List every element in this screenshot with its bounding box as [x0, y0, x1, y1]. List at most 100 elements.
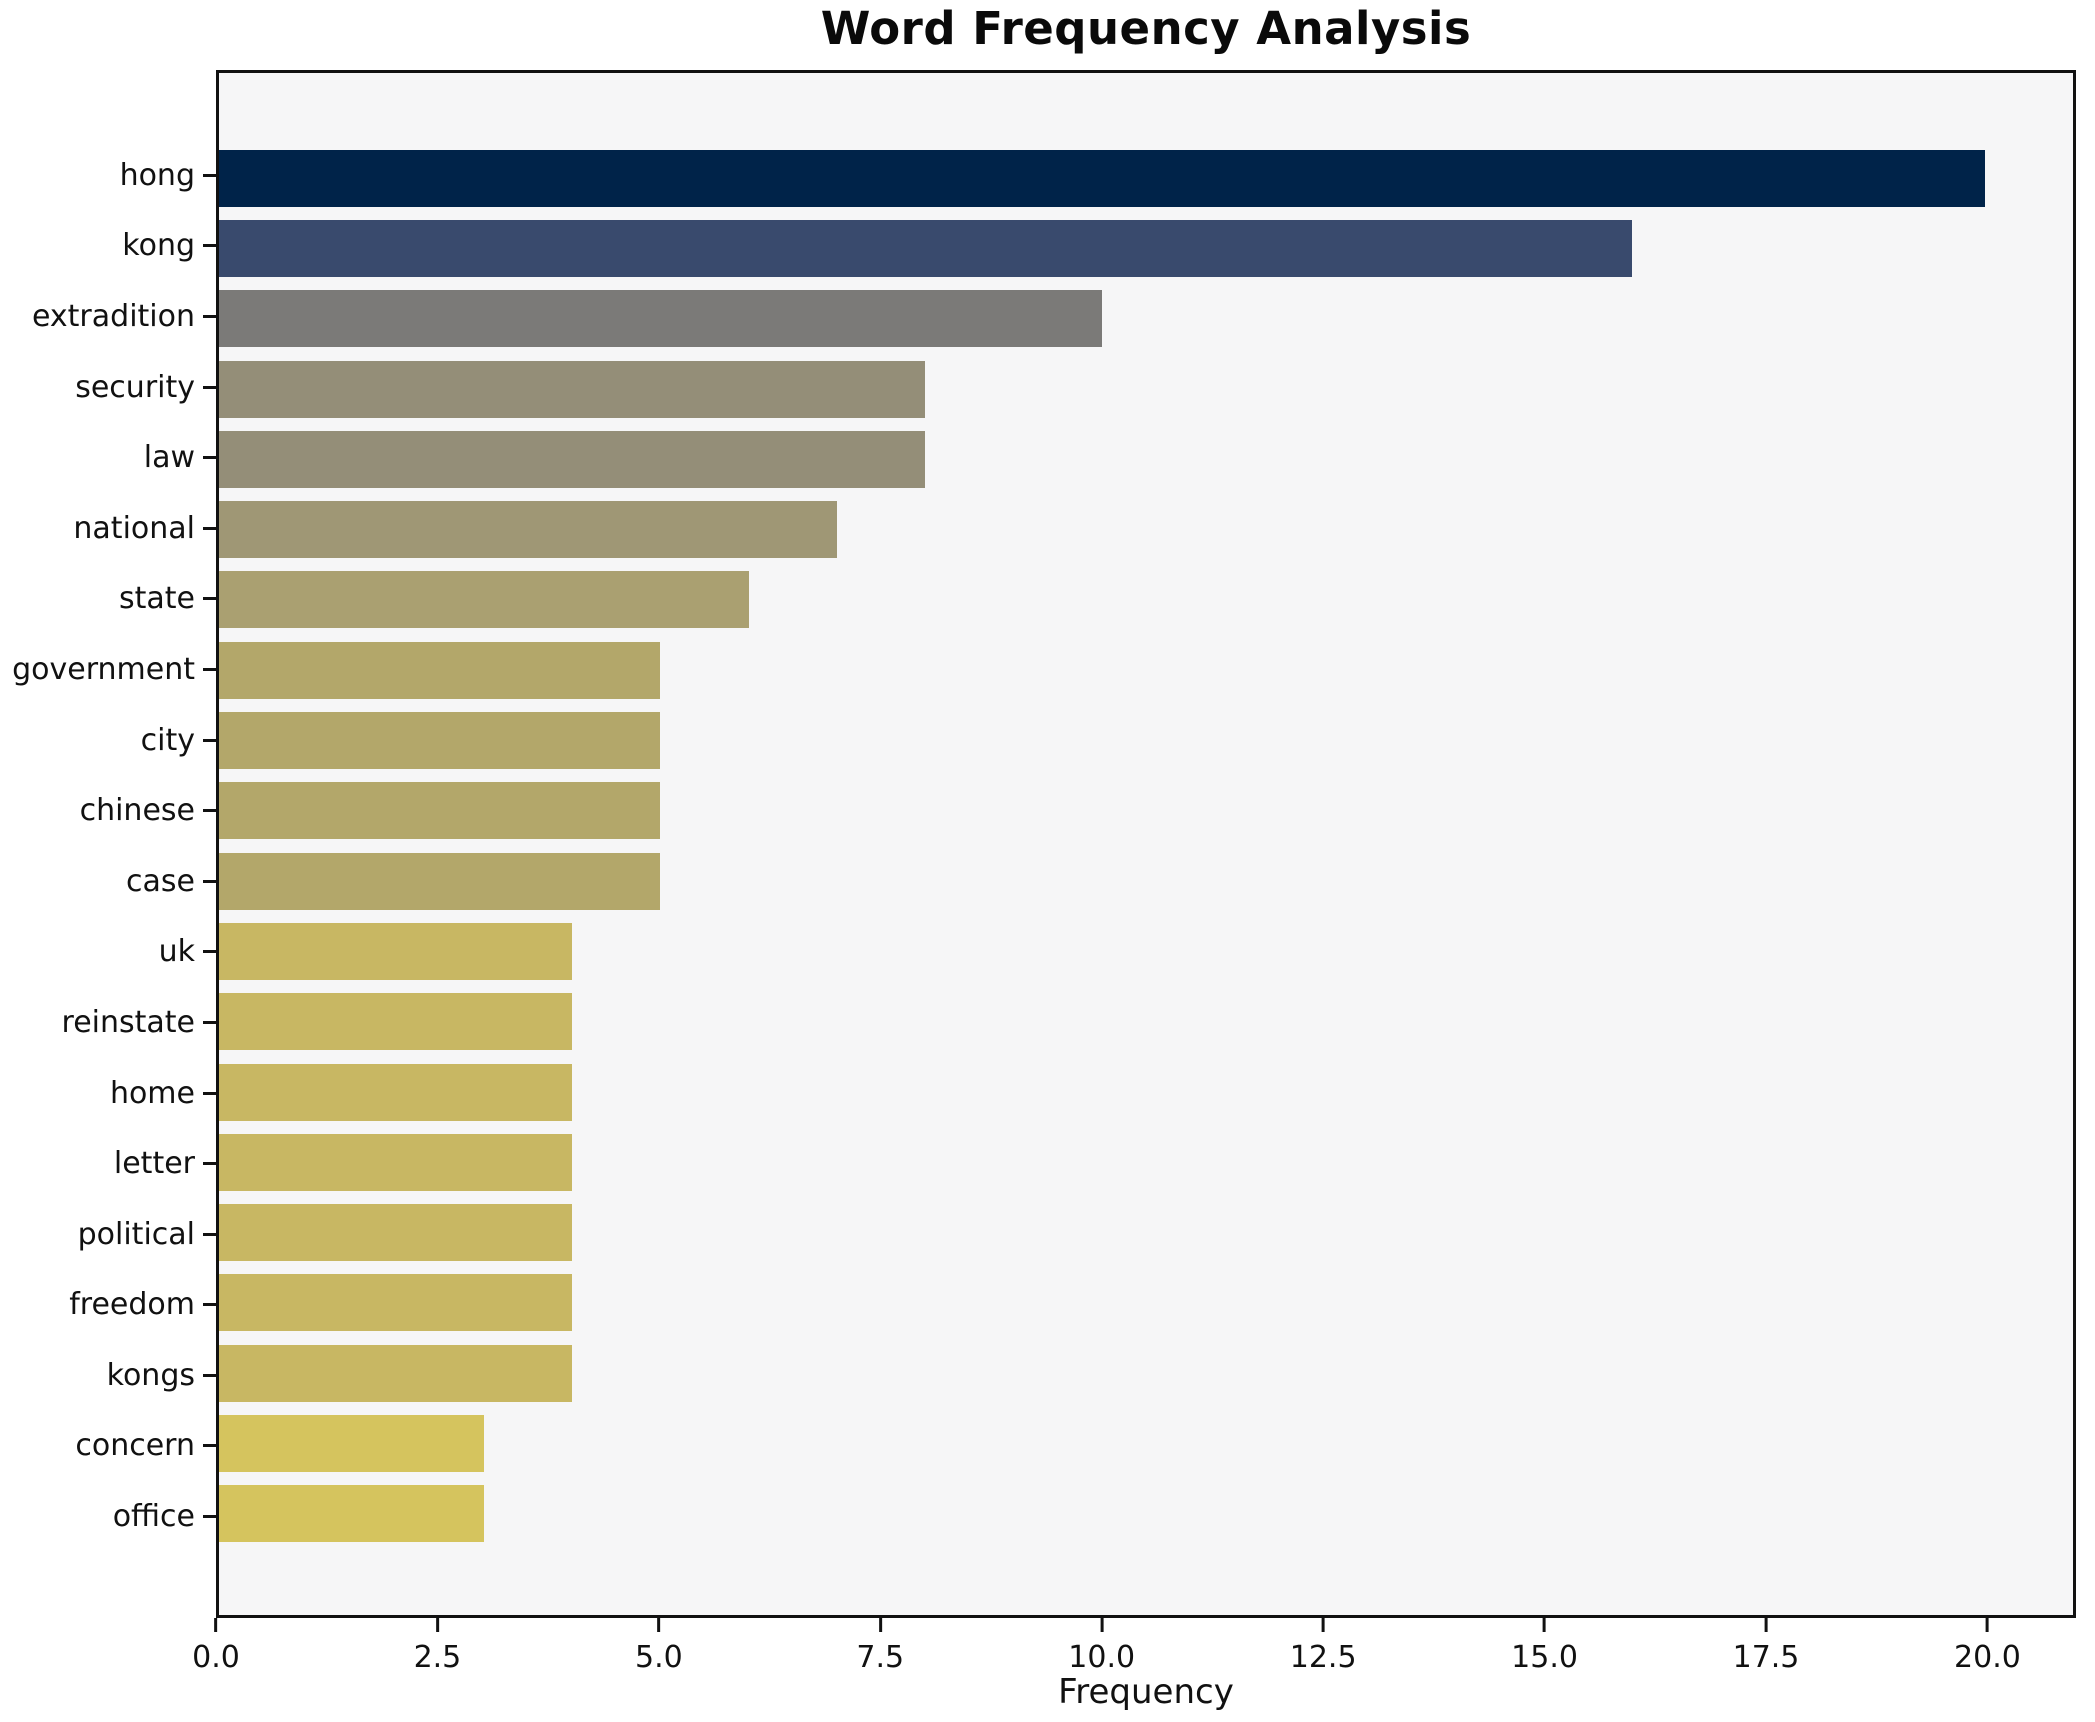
y-tick-mark	[203, 244, 216, 248]
y-tick-label-government: government	[12, 651, 195, 687]
y-label-row-concern: concern	[0, 1411, 216, 1482]
y-tick-mark	[203, 456, 216, 460]
y-label-row-reinstate: reinstate	[0, 987, 216, 1058]
bar-kongs	[219, 1344, 573, 1402]
bar-row-reinstate	[219, 987, 2073, 1057]
y-tick-mark	[203, 1373, 216, 1377]
y-tick-mark	[203, 1020, 216, 1024]
x-tick-12.5: 12.5	[1290, 1618, 1357, 1675]
y-label-row-uk: uk	[0, 917, 216, 988]
y-label-row-state: state	[0, 564, 216, 635]
bar-uk	[219, 922, 573, 980]
x-tick-mark	[1543, 1618, 1547, 1632]
y-label-row-case: case	[0, 846, 216, 917]
bar-city	[219, 712, 661, 770]
x-tick-17.5: 17.5	[1732, 1618, 1800, 1675]
y-tick-mark	[203, 738, 216, 742]
y-tick-label-freedom: freedom	[69, 1287, 195, 1323]
x-tick-label: 20.0	[1954, 1640, 2021, 1675]
y-label-row-freedom: freedom	[0, 1270, 216, 1341]
x-tick-20.0: 20.0	[1954, 1618, 2021, 1675]
y-tick-label-state: state	[119, 581, 195, 617]
x-tick-label: 10.0	[1068, 1640, 1136, 1675]
y-tick-mark	[203, 597, 216, 601]
x-tick-mark	[1100, 1618, 1104, 1632]
y-tick-label-hong: hong	[119, 157, 195, 193]
x-tick-mark	[1764, 1618, 1768, 1632]
x-tick-label: 5.0	[634, 1640, 683, 1675]
y-tick-label-office: office	[112, 1499, 195, 1535]
y-label-row-city: city	[0, 705, 216, 776]
bar-row-national	[219, 494, 2073, 564]
bar-row-concern	[219, 1408, 2073, 1478]
x-tick-0.0: 0.0	[192, 1618, 240, 1675]
x-tick-15.0: 15.0	[1511, 1618, 1578, 1675]
x-tick-label: 2.5	[413, 1640, 462, 1675]
y-tick-mark	[203, 1162, 216, 1166]
bar-row-letter	[219, 1127, 2073, 1197]
y-label-row-government: government	[0, 634, 216, 705]
bar-row-state	[219, 565, 2073, 635]
y-tick-mark	[203, 1444, 216, 1448]
bar-state	[219, 571, 749, 629]
bar-case	[219, 852, 661, 910]
y-tick-mark	[203, 173, 216, 177]
y-tick-mark	[203, 1515, 216, 1519]
bar-row-home	[219, 1057, 2073, 1127]
x-tick-mark	[1985, 1618, 1989, 1632]
y-tick-label-political: political	[77, 1216, 195, 1252]
y-tick-label-extradition: extradition	[31, 298, 195, 334]
y-tick-mark	[203, 314, 216, 318]
y-tick-label-city: city	[140, 722, 195, 758]
y-axis-labels: hong kong extradition security law national st…	[0, 70, 216, 1618]
y-label-row-hong: hong	[0, 140, 216, 211]
bar-row-case	[219, 846, 2073, 916]
y-tick-label-home: home	[109, 1075, 195, 1111]
x-tick-label: 15.0	[1511, 1640, 1578, 1675]
x-tick-5.0: 5.0	[635, 1618, 683, 1675]
y-tick-label-kong: kong	[122, 228, 195, 264]
y-tick-mark	[203, 809, 216, 813]
x-tick-label: 7.5	[856, 1640, 905, 1675]
x-axis: 0.0 2.5 5.0 7.5 10.0 12.5 15.0 17.5 20.0	[192, 1618, 2076, 1708]
y-tick-mark	[203, 1091, 216, 1095]
y-label-row-home: home	[0, 1058, 216, 1129]
x-tick-mark	[435, 1618, 439, 1632]
y-label-row-security: security	[0, 352, 216, 423]
x-axis-title: Frequency	[1058, 1672, 1234, 1712]
y-tick-label-case: case	[126, 863, 195, 899]
bar-row-freedom	[219, 1268, 2073, 1338]
bar-row-city	[219, 705, 2073, 775]
x-tick-2.5: 2.5	[413, 1618, 462, 1675]
bar-hong	[219, 149, 1985, 207]
y-tick-mark	[203, 526, 216, 530]
bar-government	[219, 641, 661, 699]
y-label-row-chinese: chinese	[0, 775, 216, 846]
bar-kong	[219, 219, 1632, 277]
y-tick-label-kongs: kongs	[106, 1357, 195, 1393]
bar-chinese	[219, 782, 661, 840]
y-label-row-political: political	[0, 1199, 216, 1270]
x-tick-label: 0.0	[192, 1640, 240, 1675]
bar-political	[219, 1204, 573, 1262]
y-label-row-office: office	[0, 1481, 216, 1552]
bar-row-uk	[219, 916, 2073, 986]
y-label-row-kongs: kongs	[0, 1340, 216, 1411]
bar-row-chinese	[219, 776, 2073, 846]
y-tick-mark	[203, 879, 216, 883]
y-tick-label-concern: concern	[75, 1428, 195, 1464]
y-tick-mark	[203, 1232, 216, 1236]
bar-row-extradition	[219, 284, 2073, 354]
x-tick-label: 12.5	[1289, 1640, 1357, 1675]
bar-security	[219, 360, 926, 418]
y-tick-mark	[203, 667, 216, 671]
x-tick-mark	[214, 1618, 218, 1632]
y-label-row-extradition: extradition	[0, 281, 216, 352]
bar-row-security	[219, 354, 2073, 424]
y-label-row-law: law	[0, 422, 216, 493]
x-tick-label: 17.5	[1732, 1640, 1800, 1675]
bar-national	[219, 501, 837, 559]
y-tick-label-letter: letter	[113, 1146, 195, 1182]
bar-row-office	[219, 1479, 2073, 1549]
y-tick-mark	[203, 1303, 216, 1307]
